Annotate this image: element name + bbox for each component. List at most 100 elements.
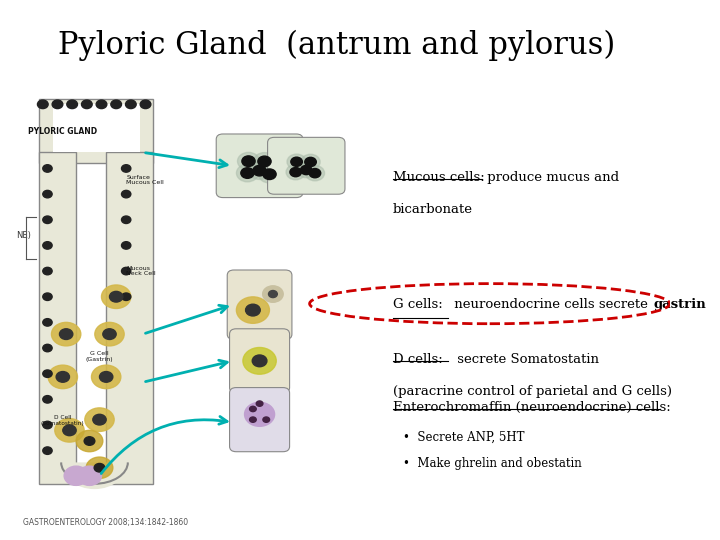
Circle shape: [122, 165, 131, 172]
Circle shape: [42, 421, 52, 429]
Text: bicarbonate: bicarbonate: [393, 203, 473, 216]
Circle shape: [42, 396, 52, 403]
Circle shape: [42, 293, 52, 300]
Circle shape: [291, 157, 302, 166]
Circle shape: [76, 430, 103, 452]
Circle shape: [242, 156, 255, 166]
Circle shape: [250, 406, 256, 411]
Text: produce mucus and: produce mucus and: [483, 171, 619, 184]
Circle shape: [51, 322, 81, 346]
Circle shape: [109, 292, 123, 302]
Circle shape: [258, 156, 271, 167]
Circle shape: [263, 286, 283, 302]
Circle shape: [91, 365, 121, 389]
Text: (paracrine control of parietal and G cells): (paracrine control of parietal and G cel…: [393, 385, 672, 398]
Circle shape: [48, 365, 78, 389]
Circle shape: [81, 100, 92, 109]
Circle shape: [78, 466, 102, 485]
Text: Surface
Mucous Cell: Surface Mucous Cell: [126, 174, 164, 185]
Circle shape: [256, 401, 263, 406]
Circle shape: [125, 100, 136, 109]
Circle shape: [140, 100, 151, 109]
FancyBboxPatch shape: [268, 137, 345, 194]
Circle shape: [122, 293, 131, 300]
Circle shape: [37, 100, 48, 109]
Circle shape: [67, 100, 78, 109]
Circle shape: [42, 216, 52, 224]
Circle shape: [287, 154, 306, 170]
Circle shape: [243, 348, 276, 374]
Circle shape: [236, 297, 269, 323]
Text: NE): NE): [16, 231, 31, 240]
Circle shape: [122, 216, 131, 224]
Wedge shape: [61, 462, 128, 489]
Circle shape: [111, 100, 122, 109]
Circle shape: [84, 437, 95, 445]
Circle shape: [246, 304, 260, 316]
Circle shape: [252, 355, 267, 367]
Text: gastrin: gastrin: [653, 298, 706, 311]
Circle shape: [263, 417, 269, 422]
Circle shape: [300, 165, 312, 174]
Circle shape: [240, 168, 254, 178]
Circle shape: [238, 152, 259, 170]
Text: G Cell
(Gastrin): G Cell (Gastrin): [86, 351, 113, 362]
Circle shape: [248, 162, 271, 179]
Bar: [53, 104, 140, 152]
Circle shape: [93, 414, 106, 425]
Circle shape: [250, 417, 256, 422]
Circle shape: [122, 191, 131, 198]
Text: D Cell
(Somatostatin): D Cell (Somatostatin): [41, 415, 85, 426]
Text: •  Make ghrelin and obestatin: • Make ghrelin and obestatin: [403, 457, 582, 470]
Circle shape: [63, 425, 76, 436]
Circle shape: [253, 165, 266, 176]
Circle shape: [258, 165, 281, 183]
FancyBboxPatch shape: [216, 134, 303, 198]
Circle shape: [94, 463, 105, 472]
FancyBboxPatch shape: [228, 270, 292, 340]
Circle shape: [286, 164, 305, 180]
Circle shape: [42, 242, 52, 249]
Text: Pyloric Gland  (antrum and pylorus): Pyloric Gland (antrum and pylorus): [58, 30, 615, 60]
Text: neuroendocrine cells secrete: neuroendocrine cells secrete: [450, 298, 652, 311]
Circle shape: [122, 242, 131, 249]
Circle shape: [122, 267, 131, 275]
Circle shape: [42, 191, 52, 198]
Text: Mucous
Neck Cell: Mucous Neck Cell: [126, 266, 156, 276]
Circle shape: [60, 329, 73, 340]
Circle shape: [42, 319, 52, 326]
FancyBboxPatch shape: [230, 329, 289, 393]
Circle shape: [297, 163, 316, 178]
Circle shape: [309, 168, 320, 178]
Text: GASTROENTEROLOGY 2008;134:1842-1860: GASTROENTEROLOGY 2008;134:1842-1860: [23, 517, 188, 526]
Text: G cells:: G cells:: [393, 298, 443, 311]
Text: secrete Somatostatin: secrete Somatostatin: [453, 353, 599, 366]
Bar: [40, 152, 76, 484]
Circle shape: [86, 457, 113, 478]
Circle shape: [102, 285, 131, 308]
Circle shape: [301, 154, 320, 170]
Circle shape: [42, 165, 52, 172]
Circle shape: [56, 372, 69, 382]
Bar: [106, 152, 153, 484]
Circle shape: [55, 418, 84, 442]
Circle shape: [99, 372, 113, 382]
Circle shape: [42, 370, 52, 377]
Circle shape: [236, 164, 258, 182]
Circle shape: [52, 100, 63, 109]
Circle shape: [253, 153, 276, 170]
Circle shape: [305, 165, 325, 181]
Text: Mucous cells:: Mucous cells:: [393, 171, 485, 184]
Bar: [40, 99, 153, 163]
Text: Enterochromaffin (neuroendocrine) cells:: Enterochromaffin (neuroendocrine) cells:: [393, 401, 671, 414]
Circle shape: [42, 447, 52, 454]
Circle shape: [85, 408, 114, 431]
Circle shape: [269, 291, 277, 298]
Text: D cells:: D cells:: [393, 353, 443, 366]
Circle shape: [42, 345, 52, 352]
Circle shape: [42, 267, 52, 275]
Circle shape: [96, 100, 107, 109]
Text: PYLORIC GLAND: PYLORIC GLAND: [28, 127, 97, 136]
FancyBboxPatch shape: [230, 388, 289, 452]
Circle shape: [305, 157, 316, 166]
